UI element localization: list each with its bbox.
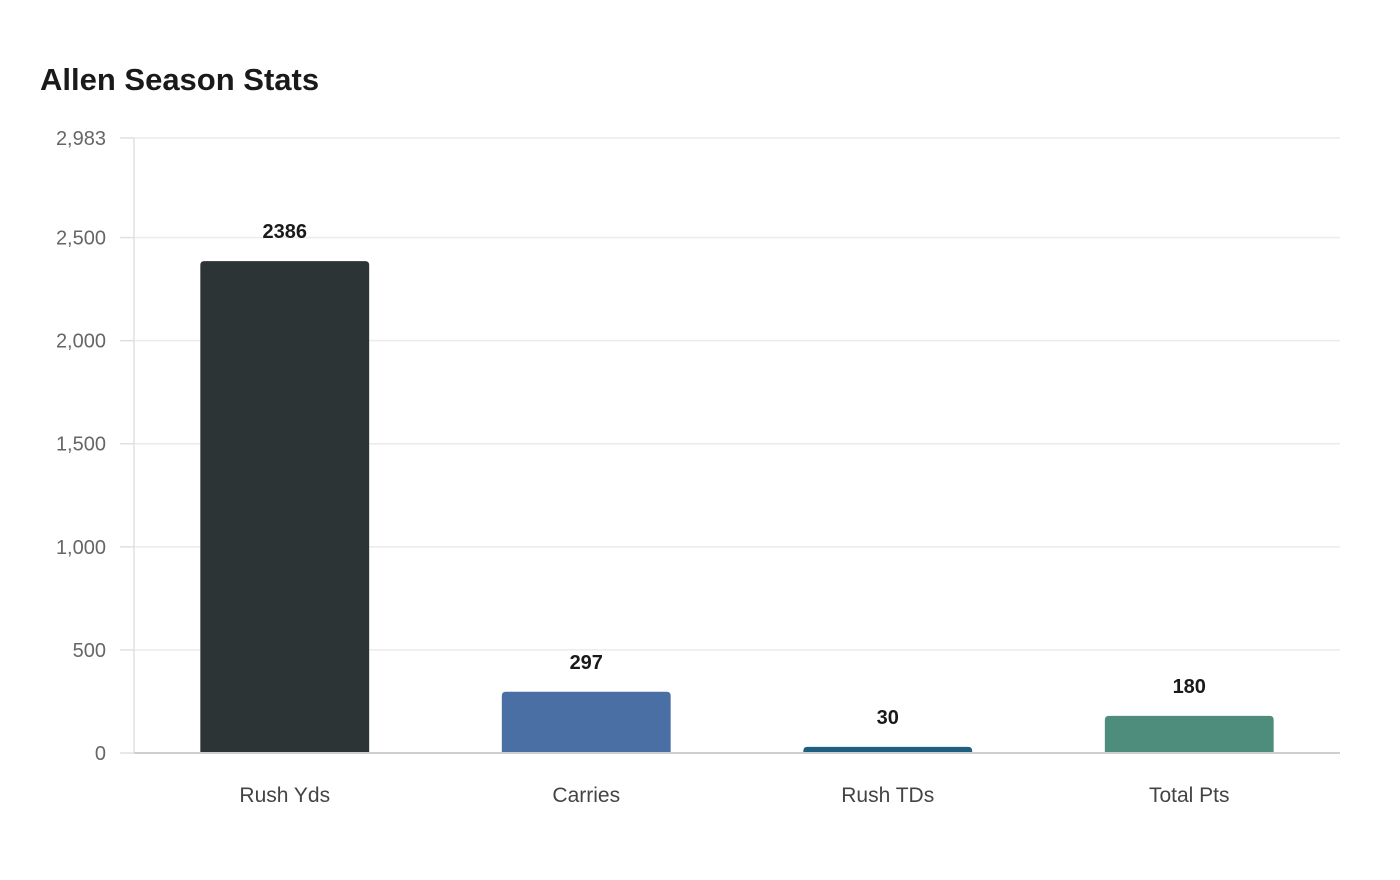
data-label: 30 [877,707,899,729]
bar-total-pts [1104,715,1274,753]
x-tick-label: Rush TDs [841,784,934,807]
x-axis-labels: Rush Yds Carries Rush TDs Total Pts [239,784,1229,807]
x-tick-label: Carries [552,784,620,807]
y-tick-label: 2,000 [56,331,106,353]
bar-rush-tds [803,746,973,753]
y-tick-label: 1,000 [56,537,106,559]
bar-rush-yds [200,261,370,753]
chart-title: Allen Season Stats [40,62,320,97]
x-tick-label: Rush Yds [239,784,330,807]
data-label: 180 [1173,676,1206,698]
y-axis-ticks: 0 500 1,000 1,500 2,000 2,500 2,983 [56,128,134,765]
data-label: 2386 [263,221,308,243]
bar-carries [501,691,671,753]
y-tick-label: 1,500 [56,434,106,456]
data-labels: 2386 297 30 180 [263,221,1206,729]
y-tick-label: 2,983 [56,128,106,150]
y-tick-label: 0 [95,743,106,765]
y-tick-label: 2,500 [56,228,106,250]
data-label: 297 [570,652,603,674]
bars [134,261,1340,754]
y-tick-label: 500 [73,640,106,662]
x-tick-label: Total Pts [1149,784,1230,807]
